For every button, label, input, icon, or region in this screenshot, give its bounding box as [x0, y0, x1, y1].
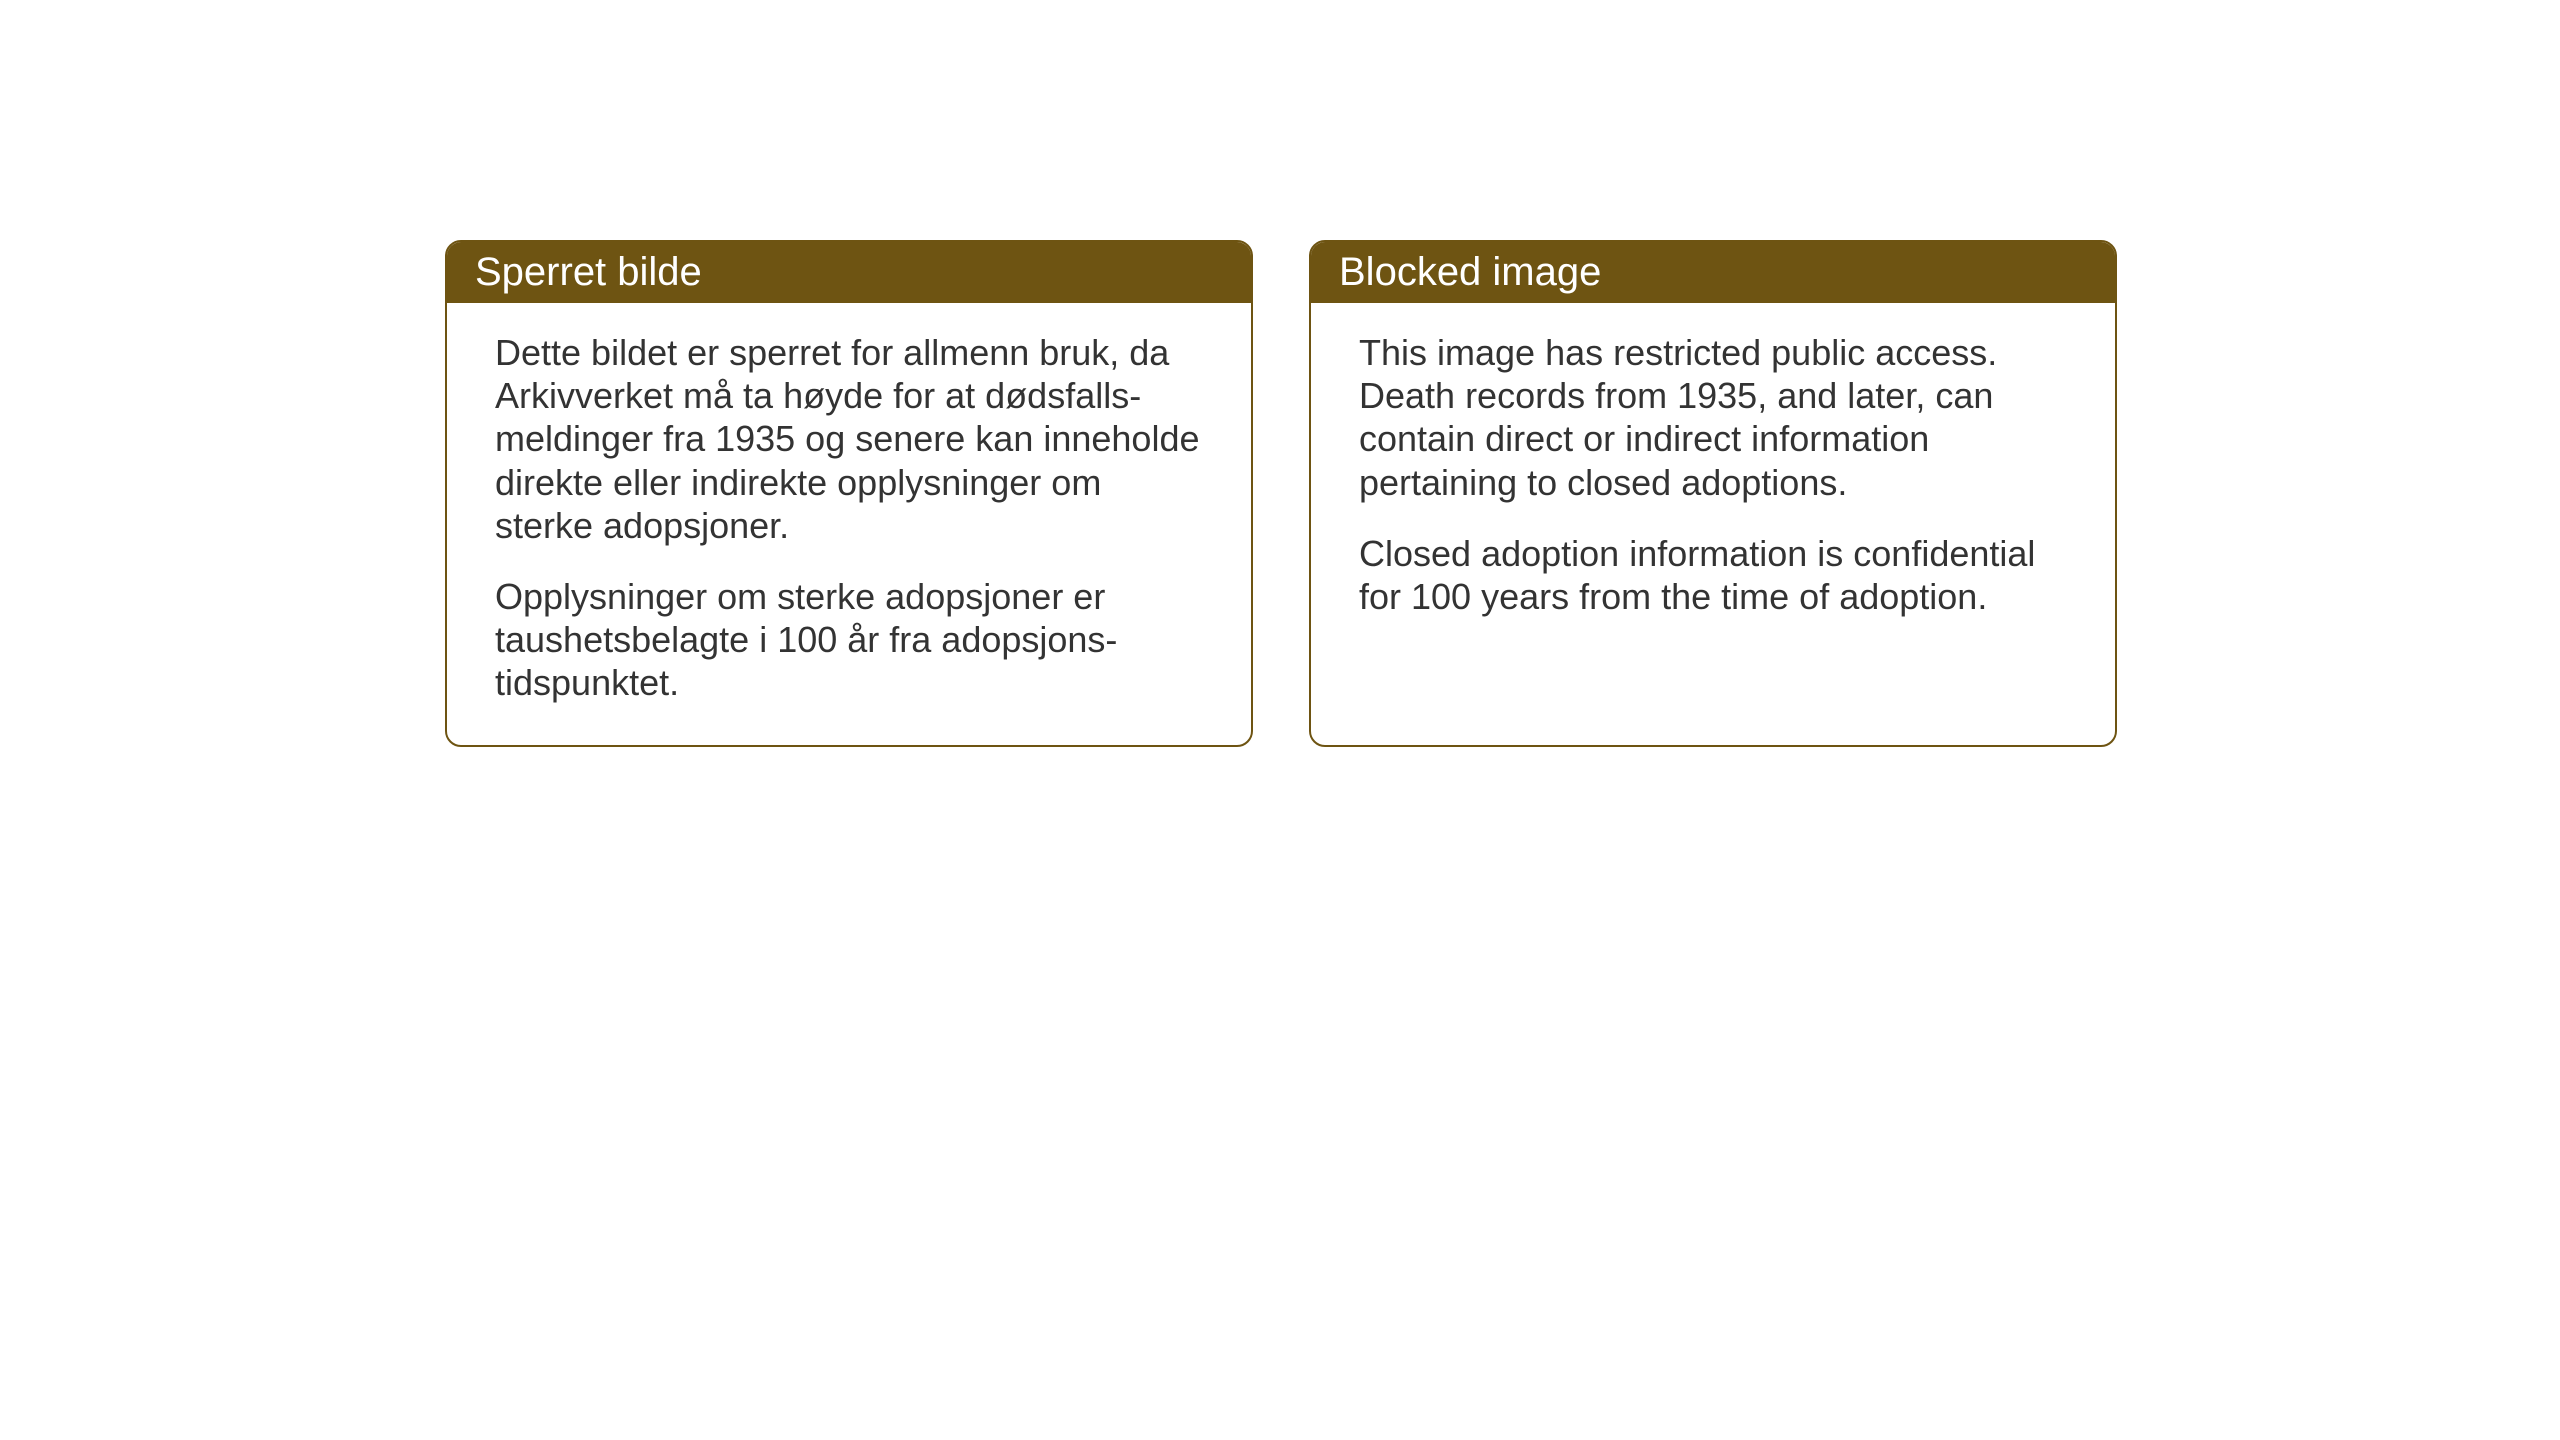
card-english: Blocked image This image has restricted …	[1309, 240, 2117, 747]
card-header-norwegian: Sperret bilde	[447, 242, 1251, 303]
card-paragraph2-norwegian: Opplysninger om sterke adopsjoner er tau…	[495, 575, 1203, 705]
card-paragraph1-english: This image has restricted public access.…	[1359, 331, 2067, 504]
card-title-english: Blocked image	[1339, 250, 1601, 294]
card-body-english: This image has restricted public access.…	[1311, 303, 2115, 658]
cards-container: Sperret bilde Dette bildet er sperret fo…	[445, 240, 2117, 747]
card-norwegian: Sperret bilde Dette bildet er sperret fo…	[445, 240, 1253, 747]
card-paragraph2-english: Closed adoption information is confident…	[1359, 532, 2067, 618]
card-title-norwegian: Sperret bilde	[475, 250, 702, 294]
card-paragraph1-norwegian: Dette bildet er sperret for allmenn bruk…	[495, 331, 1203, 547]
card-body-norwegian: Dette bildet er sperret for allmenn bruk…	[447, 303, 1251, 745]
card-header-english: Blocked image	[1311, 242, 2115, 303]
